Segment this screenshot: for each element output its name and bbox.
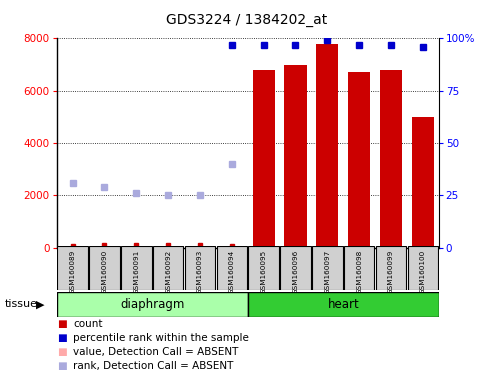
Text: ■: ■ xyxy=(57,361,67,371)
Bar xyxy=(216,246,247,290)
Bar xyxy=(312,246,343,290)
Bar xyxy=(252,70,275,248)
Text: GSM160096: GSM160096 xyxy=(292,249,298,293)
Bar xyxy=(348,73,370,248)
Text: GSM160100: GSM160100 xyxy=(420,249,426,293)
Text: GSM160089: GSM160089 xyxy=(70,249,75,293)
Text: ■: ■ xyxy=(57,333,67,343)
Text: count: count xyxy=(73,319,103,329)
Bar xyxy=(57,246,88,290)
Text: GSM160092: GSM160092 xyxy=(165,249,171,293)
Text: GSM160091: GSM160091 xyxy=(133,249,140,293)
Bar xyxy=(185,246,215,290)
Bar xyxy=(247,292,439,317)
Text: GSM160094: GSM160094 xyxy=(229,249,235,293)
Text: GSM160095: GSM160095 xyxy=(261,249,267,293)
Text: heart: heart xyxy=(327,298,359,311)
Text: ▶: ▶ xyxy=(35,299,44,310)
Text: GSM160098: GSM160098 xyxy=(356,249,362,293)
Bar xyxy=(153,246,183,290)
Text: tissue: tissue xyxy=(5,299,38,310)
Text: value, Detection Call = ABSENT: value, Detection Call = ABSENT xyxy=(73,347,238,357)
Bar xyxy=(284,65,307,248)
Bar xyxy=(248,246,279,290)
Text: GDS3224 / 1384202_at: GDS3224 / 1384202_at xyxy=(166,13,327,27)
Bar xyxy=(412,117,434,248)
Bar xyxy=(408,246,438,290)
Bar xyxy=(280,246,311,290)
Text: GSM160093: GSM160093 xyxy=(197,249,203,293)
Bar xyxy=(121,246,151,290)
Bar xyxy=(89,246,120,290)
Text: diaphragm: diaphragm xyxy=(120,298,184,311)
Text: ■: ■ xyxy=(57,319,67,329)
Text: rank, Detection Call = ABSENT: rank, Detection Call = ABSENT xyxy=(73,361,233,371)
Text: GSM160099: GSM160099 xyxy=(388,249,394,293)
Bar xyxy=(57,292,247,317)
Text: ■: ■ xyxy=(57,347,67,357)
Text: GSM160097: GSM160097 xyxy=(324,249,330,293)
Bar xyxy=(376,246,406,290)
Text: percentile rank within the sample: percentile rank within the sample xyxy=(73,333,249,343)
Text: GSM160090: GSM160090 xyxy=(102,249,107,293)
Bar xyxy=(316,44,339,248)
Bar xyxy=(344,246,375,290)
Bar xyxy=(380,70,402,248)
